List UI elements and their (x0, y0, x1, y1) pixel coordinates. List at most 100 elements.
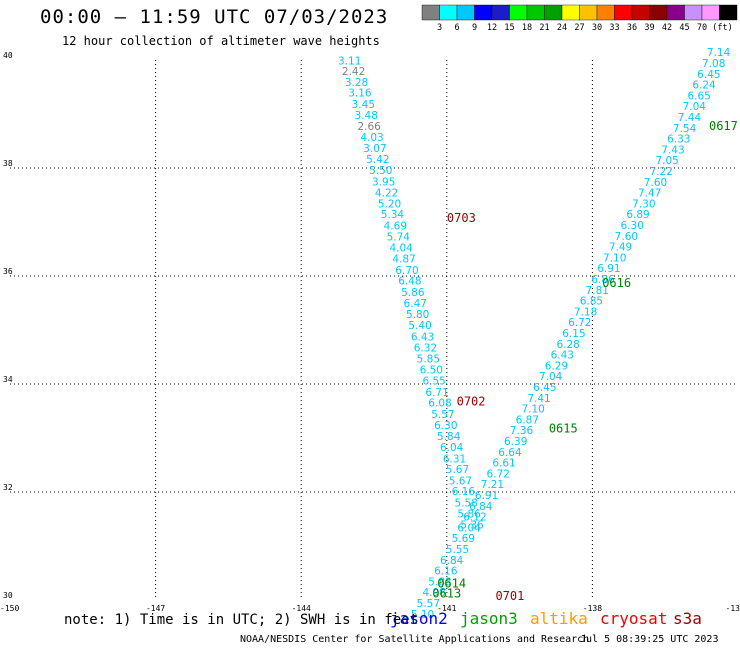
x-tick-label: -150 (0, 604, 19, 613)
swh-data-point: 6.31 (443, 453, 466, 465)
colorbar-swatch (526, 4, 545, 21)
swh-data-point: 7.41 (527, 393, 550, 405)
pass-time-label: 0701 (495, 589, 524, 603)
colorbar-swatch (509, 4, 528, 21)
pass-time-label: 0617 (709, 119, 738, 133)
chart-title: 00:00 – 11:59 UTC 07/03/2023 (40, 6, 389, 28)
x-tick-label: -13 (726, 604, 740, 613)
swh-data-point: 2.66 (357, 121, 381, 133)
swh-data-point: 2.42 (342, 66, 365, 78)
colorbar-unit-label: (ft) (712, 23, 732, 33)
swh-data-point: 7.60 (615, 231, 638, 243)
colorbar-tick-label: 3 (437, 23, 442, 33)
colorbar-tick-label: 27 (574, 23, 584, 33)
x-tick-label: -144 (292, 604, 311, 613)
colorbar-swatch (421, 4, 440, 21)
swh-data-point: 3.48 (355, 110, 378, 122)
colorbar-tick-label: 36 (627, 23, 637, 33)
swh-data-point: 5.55 (446, 544, 469, 556)
colorbar-tick-label: 24 (557, 23, 567, 33)
swh-data-point: 6.08 (428, 398, 451, 410)
swh-data-point: 6.28 (556, 339, 579, 351)
x-tick-label: -141 (437, 604, 456, 613)
swh-data-point: 5.84 (437, 431, 461, 443)
swh-data-point: 6.65 (687, 90, 710, 102)
swh-data-point: 7.04 (539, 371, 563, 383)
swh-data-point: 6.89 (626, 209, 649, 221)
swh-data-point: 6.43 (551, 350, 574, 362)
swh-data-point: 6.45 (533, 382, 556, 394)
swh-data-point: 6.33 (667, 134, 690, 146)
footer-note: note: 1) Time is in UTC; 2) SWH is in fe… (64, 612, 419, 628)
swh-data-point: 7.36 (510, 425, 534, 437)
swh-data-point: 3.95 (372, 176, 395, 188)
colorbar-tick-label: 18 (522, 23, 532, 33)
swh-data-point: 7.54 (673, 123, 697, 135)
y-tick-label: 32 (3, 483, 13, 492)
colorbar-tick-label: 70 (697, 23, 707, 33)
chart-subtitle: 12 hour collection of altimeter wave hei… (62, 34, 380, 48)
swh-data-point: 6.72 (487, 468, 510, 480)
swh-data-point: 5.69 (452, 533, 475, 545)
swh-data-point: 7.10 (521, 404, 544, 416)
swh-data-point: 4.69 (384, 221, 407, 233)
swh-data-point: 5.86 (457, 508, 481, 520)
legend-altika: altika (530, 609, 588, 628)
pass-time-label: 0616 (602, 276, 631, 290)
swh-data-point: 6.15 (562, 328, 585, 340)
swh-data-point: 7.14 (707, 47, 731, 59)
swh-data-point: 7.30 (632, 198, 655, 210)
colorbar-tick-label: 45 (679, 23, 689, 33)
swh-data-point: 6.12 (463, 512, 486, 524)
swh-data-point: 7.21 (481, 479, 504, 491)
swh-data-point: 5.67 (446, 464, 469, 476)
colorbar-tick-label: 42 (662, 23, 672, 33)
swh-data-point: 7.18 (574, 306, 597, 318)
swh-data-point: 4.04 (389, 243, 413, 255)
swh-data-point: 6.64 (498, 447, 522, 459)
swh-data-point: 6.71 (425, 387, 448, 399)
colorbar-swatch (491, 4, 510, 21)
colorbar-tick-label: 6 (454, 23, 459, 33)
swh-data-point: 4.98 (422, 587, 445, 599)
colorbar-swatch (456, 4, 475, 21)
swh-data-point: 6.70 (395, 265, 418, 277)
swh-data-point: 7.22 (650, 166, 673, 178)
pass-time-label: 0702 (457, 395, 486, 409)
colorbar-swatch (596, 4, 615, 21)
footer-credit: NOAA/NESDIS Center for Satellite Applica… (240, 634, 590, 645)
swh-data-point: 6.84 (440, 555, 464, 567)
swh-data-point: 6.86 (591, 274, 615, 286)
swh-data-point: 3.11 (338, 55, 361, 67)
legend-jason3: jason3 (460, 609, 518, 628)
colorbar-tick-label: 15 (504, 23, 514, 33)
swh-data-point: 6.84 (469, 501, 493, 513)
swh-data-point: 5.85 (417, 353, 440, 365)
swh-data-point: 3.45 (352, 99, 375, 111)
colorbar-swatch (544, 4, 563, 21)
swh-data-point: 3.07 (363, 143, 386, 155)
pass-time-label: 0613 (432, 586, 461, 600)
swh-data-point: 6.29 (545, 360, 568, 372)
swh-data-point: 5.36 (460, 520, 484, 532)
swh-data-point: 5.74 (387, 231, 411, 243)
swh-data-point: 6.04 (440, 442, 464, 454)
swh-data-point: 4.03 (360, 132, 383, 144)
colorbar-swatch (561, 4, 580, 21)
pass-time-label: 0703 (447, 211, 476, 225)
swh-data-point: 6.85 (580, 296, 603, 308)
swh-data-point: 5.40 (408, 320, 431, 332)
swh-data-point: 6.24 (692, 80, 716, 92)
colorbar-tick-label: 12 (487, 23, 497, 33)
swh-data-point: 5.34 (381, 209, 405, 221)
swh-data-point: 5.57 (417, 598, 440, 610)
swh-data-point: 3.16 (348, 88, 372, 100)
swh-data-point: 6.91 (475, 490, 498, 502)
swh-data-point: 6.45 (697, 69, 720, 81)
swh-data-point: 6.50 (420, 365, 443, 377)
footer-timestamp: Jul 5 08:39:25 UTC 2023 (580, 634, 719, 645)
pass-time-label: 0615 (549, 422, 578, 436)
swh-data-point: 5.58 (455, 498, 478, 510)
y-tick-label: 40 (3, 51, 13, 60)
swh-data-point: 4.87 (392, 254, 415, 266)
